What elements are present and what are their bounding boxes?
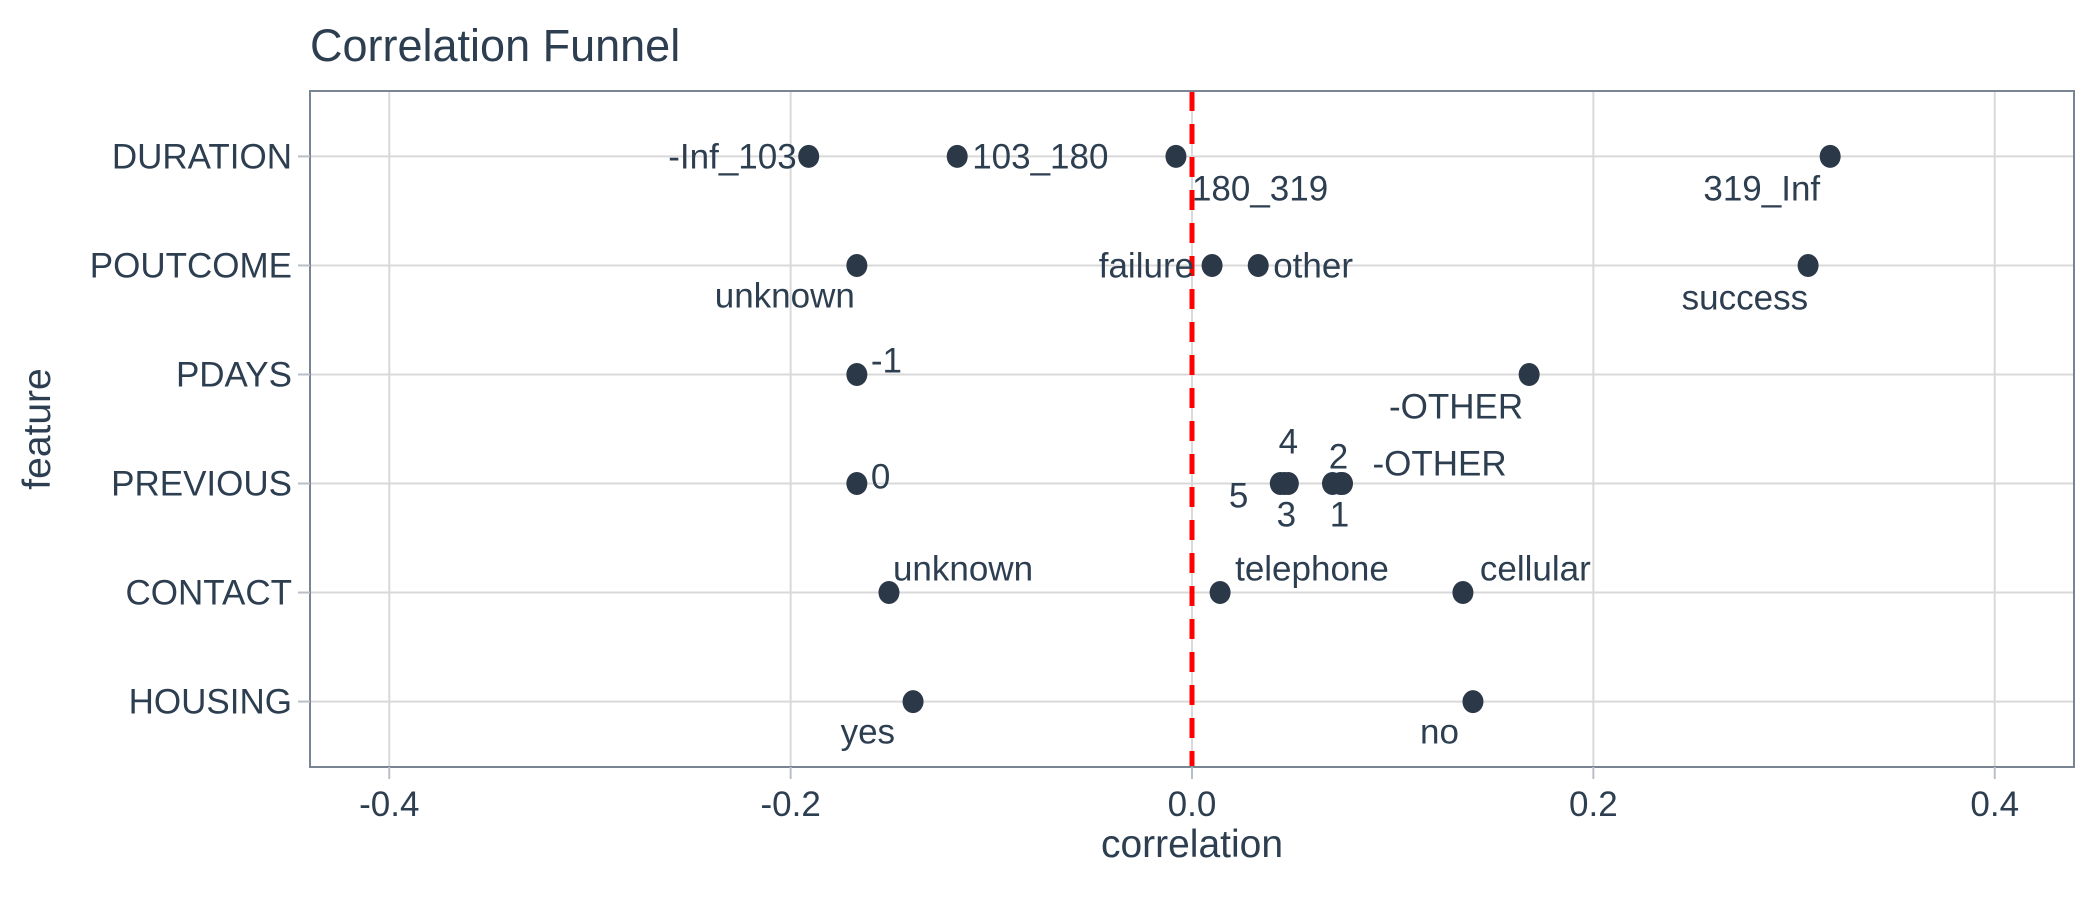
- point-label: 103_180: [972, 137, 1108, 176]
- point-label: cellular: [1480, 550, 1591, 589]
- data-point: [1518, 362, 1540, 386]
- data-point: [1452, 581, 1474, 605]
- point-label: 1: [1330, 496, 1349, 535]
- x-tick-label: 0.0: [1168, 785, 1217, 824]
- data-point: [798, 144, 820, 168]
- point-label: 319_Inf: [1703, 169, 1820, 208]
- point-label: 180_319: [1192, 169, 1328, 208]
- y-tick-label: POUTCOME: [90, 246, 292, 285]
- data-point: [946, 144, 968, 168]
- y-tick-label: HOUSING: [129, 683, 292, 722]
- x-tick-label: 0.4: [1970, 785, 2019, 824]
- data-point: [1819, 144, 1841, 168]
- data-point: [1273, 472, 1295, 496]
- data-point: [1797, 253, 1819, 277]
- point-label: unknown: [715, 276, 855, 315]
- point-label: 4: [1279, 423, 1298, 462]
- data-point: [1209, 581, 1231, 605]
- x-tick-label: -0.4: [359, 785, 419, 824]
- point-label: no: [1420, 713, 1459, 752]
- point-label: 3: [1277, 496, 1296, 535]
- data-point: [1247, 253, 1269, 277]
- point-label: -Inf_103: [668, 137, 796, 176]
- x-tick-label: 0.2: [1569, 785, 1618, 824]
- point-label: failure: [1099, 246, 1194, 285]
- data-point: [902, 690, 924, 714]
- x-tick-label: -0.2: [760, 785, 820, 824]
- data-point: [1462, 690, 1484, 714]
- point-label: 0: [871, 458, 890, 497]
- point-label: telephone: [1235, 550, 1389, 589]
- point-label: yes: [841, 713, 895, 752]
- data-point: [1165, 144, 1187, 168]
- point-label: 2: [1329, 438, 1348, 477]
- y-tick-label: PDAYS: [176, 355, 292, 394]
- data-point: [846, 472, 868, 496]
- y-tick-label: PREVIOUS: [111, 465, 292, 504]
- point-label: 5: [1229, 477, 1248, 516]
- point-label: other: [1273, 246, 1353, 285]
- point-label: -1: [871, 341, 902, 380]
- data-point: [846, 253, 868, 277]
- data-point: [1332, 472, 1354, 496]
- y-axis-title: feature: [16, 368, 59, 489]
- y-tick-label: DURATION: [112, 137, 292, 176]
- point-label: -OTHER: [1389, 387, 1523, 426]
- data-point: [878, 581, 900, 605]
- x-axis-title: correlation: [1101, 823, 1283, 866]
- y-tick-label: CONTACT: [125, 574, 292, 613]
- data-point: [846, 362, 868, 386]
- chart-title: Correlation Funnel: [310, 20, 680, 71]
- point-label: success: [1682, 278, 1808, 317]
- point-label: unknown: [893, 550, 1033, 589]
- data-point: [1201, 253, 1223, 277]
- point-label: -OTHER: [1373, 445, 1507, 484]
